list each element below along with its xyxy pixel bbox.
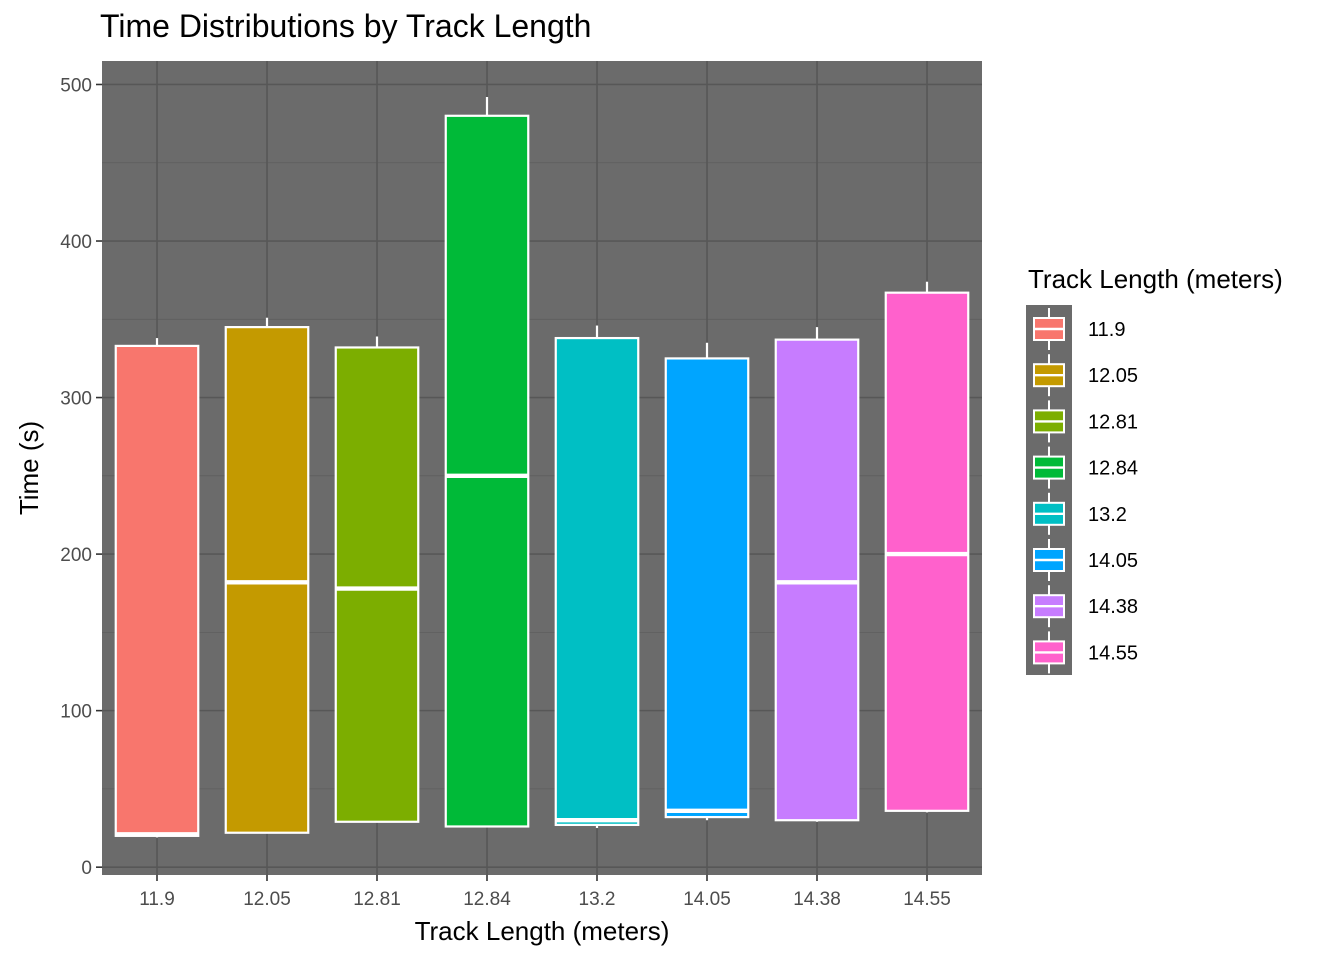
y-axis-title: Time (s) <box>14 421 44 515</box>
legend-label: 14.55 <box>1088 642 1138 664</box>
box-body <box>774 338 860 822</box>
x-tick-label: 12.84 <box>463 889 511 910</box>
legend-item-12.81: 12.81 <box>1033 400 1138 443</box>
box-11.9 <box>114 338 200 838</box>
legend-item-14.55: 14.55 <box>1033 631 1138 674</box>
legend-label: 12.81 <box>1088 411 1138 433</box>
x-axis: 11.9 12.05 12.81 12.84 13.2 14.05 14.38 14.55 <box>139 875 951 910</box>
y-tick-label: 0 <box>81 858 92 879</box>
chart-title: Time Distributions by Track Length <box>100 8 592 44</box>
y-tick-label: 400 <box>60 232 92 253</box>
legend-label: 14.38 <box>1088 596 1138 618</box>
box-12.84 <box>444 97 530 828</box>
legend-title: Track Length (meters) <box>1028 264 1283 294</box>
legend-item-12.84: 12.84 <box>1033 446 1138 489</box>
box-body <box>884 291 970 812</box>
legend-label: 12.84 <box>1088 458 1138 480</box>
box-body <box>224 326 310 834</box>
y-axis: 0 100 200 300 400 500 <box>60 75 102 879</box>
legend-label: 13.2 <box>1088 504 1127 526</box>
legend-item-12.05: 12.05 <box>1033 354 1138 397</box>
legend-label: 14.05 <box>1088 550 1138 572</box>
y-tick-label: 500 <box>60 75 92 96</box>
box-14.38 <box>774 327 860 822</box>
x-tick-label: 14.38 <box>793 889 841 910</box>
legend: Track Length (meters) 11.9 12.05 12.81 12.8… <box>1026 264 1283 675</box>
x-axis-title: Track Length (meters) <box>415 916 670 946</box>
box-12.81 <box>334 336 420 823</box>
box-13.2 <box>554 325 640 829</box>
box-14.55 <box>884 281 970 813</box>
legend-item-13.2: 13.2 <box>1033 492 1127 535</box>
x-tick-label: 11.9 <box>139 889 175 910</box>
legend-items: 11.9 12.05 12.81 12.84 13.2 14.05 14.38 14.55 <box>1033 308 1138 674</box>
box-body <box>664 357 750 819</box>
y-tick-label: 200 <box>60 545 92 566</box>
box-14.05 <box>664 342 750 821</box>
legend-label: 11.9 <box>1088 319 1125 341</box>
x-tick-label: 14.05 <box>683 889 731 910</box>
legend-item-11.9: 11.9 <box>1033 308 1125 350</box>
legend-item-14.05: 14.05 <box>1033 539 1138 581</box>
legend-label: 12.05 <box>1088 365 1138 387</box>
boxes <box>114 97 970 838</box>
x-tick-label: 13.2 <box>579 889 616 910</box>
x-tick-label: 12.81 <box>353 889 401 910</box>
y-tick-label: 300 <box>60 389 92 410</box>
box-body <box>334 346 420 823</box>
box-body <box>554 336 640 827</box>
legend-item-14.38: 14.38 <box>1033 585 1138 628</box>
box-body <box>114 344 200 837</box>
box-body <box>444 114 530 828</box>
x-tick-label: 12.05 <box>243 889 291 910</box>
box-12.05 <box>224 317 310 834</box>
y-tick-label: 100 <box>60 702 92 723</box>
x-tick-label: 14.55 <box>903 889 951 910</box>
